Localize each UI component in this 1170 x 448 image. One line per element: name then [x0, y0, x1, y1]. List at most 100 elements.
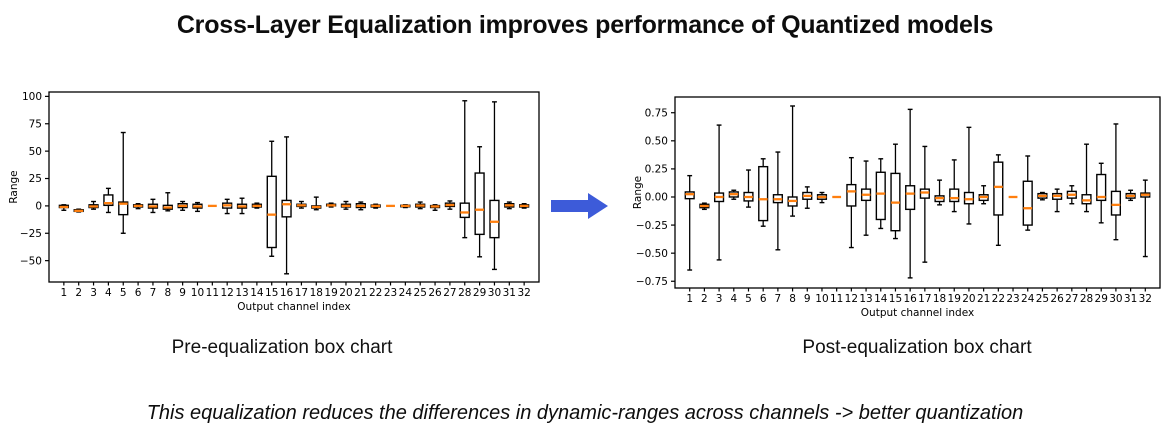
x-tick-label: 8 — [164, 287, 171, 299]
x-axis-label: Output channel index — [237, 301, 350, 313]
x-tick-label: 31 — [1124, 293, 1137, 305]
box-channel-29 — [474, 172, 485, 236]
post-equalization-figure: 0.75 0.50 0.25 0.00 −0.25 −0.50 −0.75 1 2 3 4 5 6 7 8 9… — [630, 90, 1170, 322]
box-channel-5 — [118, 201, 129, 216]
box-channel-14 — [875, 171, 886, 221]
x-tick-label: 16 — [280, 287, 294, 299]
x-tick-label: 14 — [250, 287, 264, 299]
x-tick-label: 17 — [918, 293, 931, 305]
x-tick-label: 12 — [220, 287, 233, 299]
slide-title: Cross-Layer Equalization improves perfor… — [176, 11, 994, 39]
x-tick-label: 28 — [1080, 293, 1093, 305]
box-channel-30 — [489, 199, 500, 239]
x-tick-label: 11 — [830, 293, 843, 305]
x-tick-label: 29 — [1095, 293, 1108, 305]
y-axis-label: Range — [8, 170, 20, 203]
x-tick-label: 15 — [265, 287, 278, 299]
box-channel-28 — [459, 202, 470, 219]
x-tick-label: 31 — [503, 287, 516, 299]
y-tick-label: −0.75 — [636, 276, 668, 288]
x-tick-label: 3 — [716, 293, 723, 305]
x-tick-label: 9 — [804, 293, 811, 305]
x-tick-label: 16 — [903, 293, 917, 305]
pre-equalization-caption: Pre-equalization box chart — [171, 337, 393, 358]
box-channel-24 — [1022, 180, 1033, 226]
plot-frame — [674, 96, 1161, 289]
x-tick-label: 20 — [962, 293, 975, 305]
x-tick-label: 23 — [384, 287, 397, 299]
right-arrow-icon — [551, 192, 609, 220]
y-tick-label: 0.25 — [645, 164, 668, 176]
x-tick-label: 13 — [859, 293, 872, 305]
x-tick-label: 8 — [789, 293, 796, 305]
x-tick-label: 6 — [760, 293, 767, 305]
y-tick-label: 0.75 — [645, 107, 668, 119]
box-channel-12 — [846, 183, 857, 207]
x-tick-label: 32 — [517, 287, 530, 299]
x-tick-label: 7 — [150, 287, 157, 299]
box-channel-15 — [266, 175, 277, 249]
y-tick-label: 50 — [29, 146, 42, 158]
footnote-text: This equalization reduces the difference… — [146, 402, 1024, 424]
x-tick-label: 24 — [399, 287, 413, 299]
x-tick-label: 18 — [310, 287, 323, 299]
x-tick-label: 18 — [933, 293, 946, 305]
box-channel-16 — [281, 199, 292, 218]
y-axis-label: Range — [632, 176, 644, 209]
x-tick-label: 21 — [977, 293, 990, 305]
post-equalization-boxplot: 0.750.500.250.00−0.25−0.50−0.751 2 3 4 5 6 7 8 9… — [632, 96, 1161, 319]
x-tick-label: 1 — [686, 293, 693, 305]
y-tick-label: −25 — [20, 228, 42, 240]
box-channel-29 — [1096, 173, 1107, 202]
box-channel-6 — [758, 165, 769, 222]
x-tick-label: 29 — [473, 287, 486, 299]
x-tick-label: 6 — [135, 287, 142, 299]
box-channel-19 — [949, 188, 960, 203]
x-tick-label: 10 — [191, 287, 204, 299]
post-equalization-caption: Post-equalization box chart — [802, 337, 1032, 358]
box-channel-30 — [1110, 190, 1122, 216]
x-tick-label: 7 — [775, 293, 782, 305]
y-tick-label: 0.00 — [645, 192, 668, 204]
box-channel-22 — [993, 161, 1004, 216]
x-tick-label: 30 — [1109, 293, 1122, 305]
x-tick-label: 32 — [1139, 293, 1152, 305]
x-tick-label: 5 — [745, 293, 752, 305]
x-tick-label: 4 — [105, 287, 112, 299]
y-tick-label: −0.25 — [636, 220, 668, 232]
x-tick-label: 12 — [845, 293, 858, 305]
box-channel-16 — [905, 185, 916, 211]
x-tick-label: 5 — [120, 287, 127, 299]
x-tick-label: 22 — [992, 293, 1005, 305]
x-tick-label: 10 — [815, 293, 828, 305]
x-tick-label: 9 — [179, 287, 186, 299]
y-tick-label: 0.50 — [645, 136, 668, 148]
x-tick-label: 20 — [339, 287, 352, 299]
x-tick-label: 22 — [369, 287, 382, 299]
plot-frame — [48, 91, 540, 283]
x-axis-label: Output channel index — [861, 307, 974, 319]
x-tick-label: 19 — [948, 293, 961, 305]
x-tick-label: 1 — [61, 287, 68, 299]
x-tick-label: 19 — [324, 287, 337, 299]
pre-equalization-figure: 100 75 50 25 0 −25 −50 1 2 3 4 5 6 7 8 9 10 11 12 13 14 15 16 1… — [8, 85, 556, 317]
x-tick-label: 21 — [354, 287, 367, 299]
right-arrow-shape — [551, 193, 608, 219]
x-tick-label: 4 — [730, 293, 737, 305]
x-tick-label: 11 — [206, 287, 219, 299]
box-channel-4 — [103, 194, 114, 207]
x-tick-label: 27 — [443, 287, 456, 299]
x-tick-label: 3 — [90, 287, 97, 299]
x-tick-label: 13 — [235, 287, 248, 299]
y-tick-label: 75 — [29, 118, 42, 130]
x-tick-label: 30 — [488, 287, 501, 299]
x-tick-label: 23 — [1006, 293, 1019, 305]
x-tick-label: 25 — [414, 287, 427, 299]
x-tick-label: 2 — [701, 293, 708, 305]
y-tick-label: −0.50 — [636, 248, 668, 260]
y-tick-label: 0 — [35, 201, 42, 213]
x-tick-label: 14 — [874, 293, 888, 305]
x-tick-label: 26 — [428, 287, 442, 299]
x-tick-label: 17 — [295, 287, 308, 299]
